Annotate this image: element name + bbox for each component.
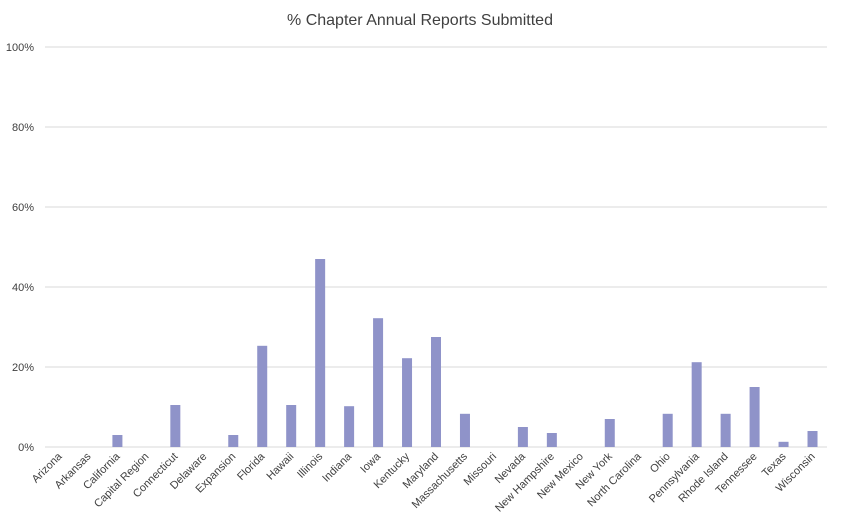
bar: [778, 441, 789, 447]
y-tick-label: 80%: [12, 122, 34, 134]
y-tick-label: 60%: [12, 202, 34, 214]
bar: [257, 345, 268, 447]
x-category-label: Iowa: [358, 450, 384, 476]
bar: [315, 259, 326, 447]
bar: [431, 337, 441, 447]
bar: [720, 413, 731, 447]
bar: [749, 387, 760, 447]
chart-title: % Chapter Annual Reports Submitted: [287, 12, 553, 29]
bar: [344, 406, 355, 447]
bar: [459, 413, 470, 447]
bar: [546, 433, 557, 447]
y-tick-label: 0%: [18, 442, 34, 454]
x-category-label: Florida: [235, 450, 268, 483]
y-tick-label: 100%: [6, 42, 34, 54]
y-tick-label: 40%: [12, 282, 34, 294]
bar: [807, 431, 818, 447]
bar: [662, 413, 673, 447]
y-axis-ticks: 0% 20% 40% 60% 80% 100%: [6, 42, 34, 454]
bar: [373, 318, 384, 447]
bar: [170, 405, 181, 447]
bar: [286, 405, 297, 447]
bars: [112, 259, 818, 447]
bar: [604, 419, 615, 447]
y-tick-label: 20%: [12, 362, 34, 374]
bar: [402, 358, 413, 447]
bar: [112, 435, 123, 447]
bar: [517, 427, 528, 447]
bar: [691, 362, 702, 447]
x-category-label: Ohio: [648, 451, 673, 476]
x-category-label: Hawaii: [264, 451, 296, 483]
x-category-label: Indiana: [320, 450, 355, 485]
bar: [228, 435, 239, 447]
